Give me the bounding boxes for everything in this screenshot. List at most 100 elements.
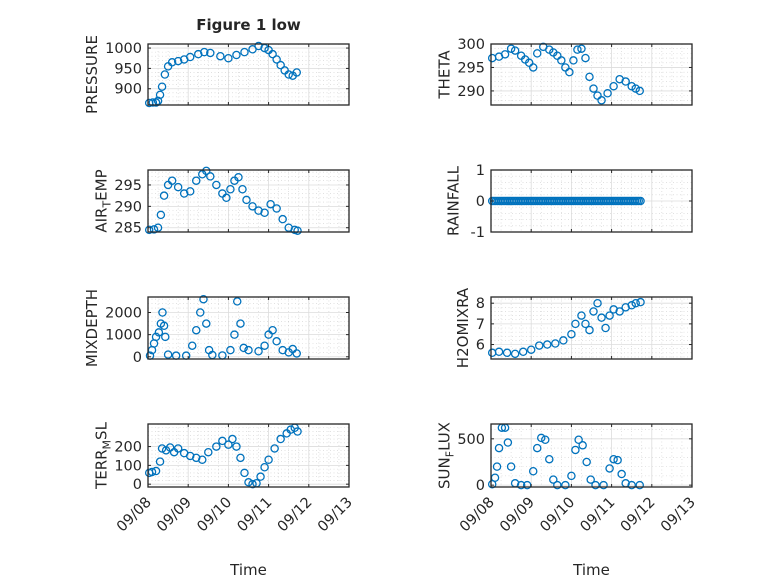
data-point (204, 447, 213, 457)
data-point (293, 427, 302, 436)
y-axis-label: AIRTEMP (92, 169, 113, 232)
y-tick-label: 6 (476, 338, 485, 354)
data-point (173, 182, 183, 192)
data-point (609, 454, 618, 464)
y-axis-label: H2OMIXRA (454, 287, 472, 368)
data-point (151, 332, 161, 342)
data-point (636, 196, 645, 206)
data-point (518, 347, 528, 357)
data-point (292, 68, 301, 77)
y-axis-label: RAINFALL (445, 165, 463, 236)
data-point (185, 187, 195, 196)
data-point (218, 436, 227, 446)
data-point (578, 441, 587, 450)
data-point (196, 308, 205, 317)
data-point (240, 47, 249, 57)
data-point (571, 445, 580, 455)
data-point (187, 341, 197, 350)
y-tick-label: 1000 (105, 328, 142, 344)
y-tick-label: 2000 (105, 306, 142, 322)
x-tick-label: 09/13 (658, 495, 699, 536)
data-point (167, 176, 177, 185)
data-point (532, 443, 542, 453)
data-point (605, 464, 614, 473)
y-tick-label: 100 (114, 458, 142, 474)
y-label-tail: SL (92, 421, 110, 440)
data-point (494, 347, 504, 357)
data-point (553, 480, 562, 490)
data-point (158, 308, 167, 317)
x-tick-label: 09/11 (235, 495, 276, 536)
data-point (526, 345, 536, 354)
data-point (153, 223, 163, 232)
data-point (528, 63, 538, 72)
data-point (226, 184, 235, 194)
data-point (218, 351, 227, 360)
data-point (490, 473, 500, 482)
data-point (268, 49, 277, 59)
data-point (151, 98, 161, 107)
data-point (551, 339, 560, 348)
data-point (256, 472, 265, 481)
y-axis-label: SUNFLUX (435, 422, 456, 489)
data-point (631, 298, 640, 308)
data-point (599, 480, 608, 490)
data-point (230, 330, 239, 339)
data-point (260, 341, 269, 350)
axes-frame (490, 296, 693, 360)
data-point (206, 48, 215, 58)
y-tick-label: 0 (476, 478, 485, 494)
data-point (503, 438, 513, 447)
data-point (280, 66, 289, 75)
data-point (144, 225, 154, 235)
data-point (545, 454, 554, 464)
data-point (585, 72, 594, 82)
data-point (586, 475, 595, 484)
data-point (589, 84, 598, 93)
data-point (157, 82, 167, 91)
data-point (549, 475, 558, 484)
data-point (191, 176, 201, 185)
data-point (149, 225, 159, 234)
data-point (151, 466, 161, 476)
data-point (272, 204, 281, 213)
data-point (284, 70, 293, 79)
y-label-subscript: M (100, 440, 113, 450)
data-point (185, 451, 195, 461)
data-point (232, 297, 242, 306)
data-point (160, 70, 170, 79)
y-tick-label: 0 (476, 194, 485, 210)
y-label-subscript: T (100, 201, 113, 209)
y-label-main: AIR (92, 208, 110, 233)
data-point (191, 453, 201, 463)
axes-frame (147, 43, 350, 106)
data-point (537, 433, 546, 443)
y-label-tail: LUX (435, 422, 453, 451)
data-point (260, 463, 269, 472)
data-point (154, 328, 164, 337)
y-tick-label: 500 (457, 432, 485, 448)
y-axis-label: TERRMSL (92, 421, 113, 490)
data-point (567, 471, 576, 481)
axes-frame (147, 169, 350, 233)
data-point (161, 332, 170, 342)
axes-frame (147, 423, 350, 488)
data-point (621, 77, 630, 86)
data-point (492, 462, 502, 471)
y-tick-label: 8 (476, 296, 485, 312)
data-point (510, 46, 520, 55)
data-point (155, 457, 165, 466)
data-point (581, 319, 590, 329)
data-point (559, 336, 568, 345)
data-point (236, 453, 245, 463)
data-point (567, 329, 576, 339)
data-point (238, 184, 247, 194)
data-point (226, 345, 235, 355)
y-tick-label: 285 (114, 221, 142, 237)
data-point (272, 55, 281, 64)
data-point (516, 480, 526, 490)
x-tick-label: 09/11 (578, 495, 619, 536)
